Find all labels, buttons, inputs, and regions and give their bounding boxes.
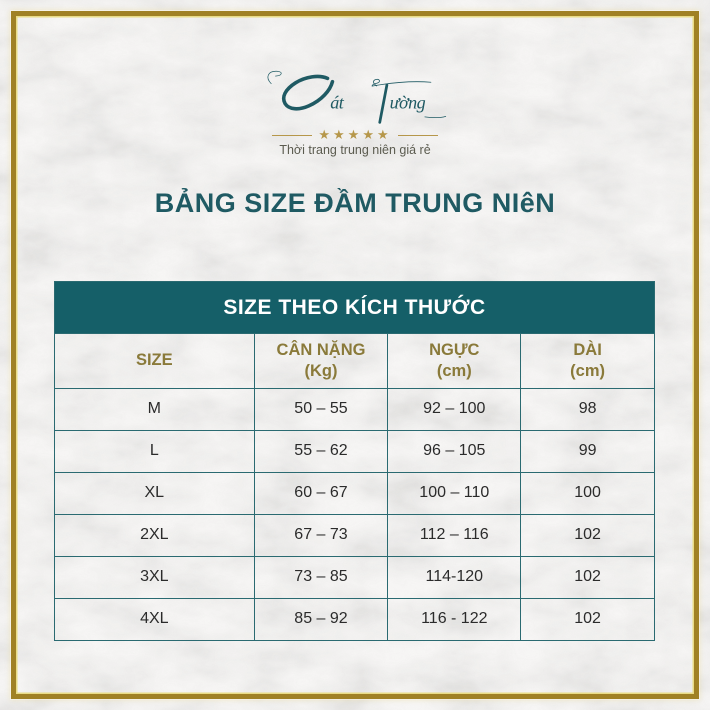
svg-text:át: át (330, 93, 345, 113)
svg-text:ường: ường (390, 93, 426, 113)
